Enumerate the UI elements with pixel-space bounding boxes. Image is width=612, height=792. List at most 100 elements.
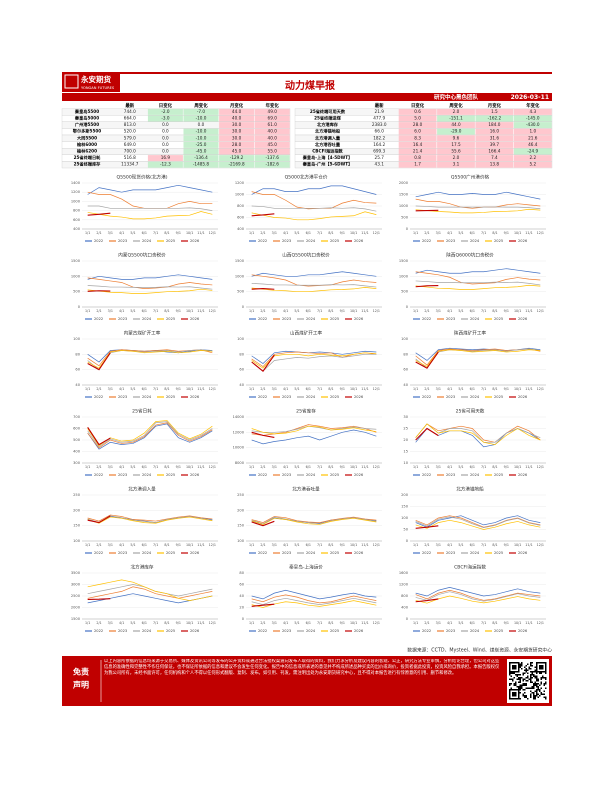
legend-label: 2022 [258, 317, 267, 321]
cell-value: 21.9 [375, 109, 385, 114]
x-tick-label: 1/1 [249, 309, 254, 313]
legend-label: 2024 [306, 473, 316, 477]
y-tick-label: 600 [237, 216, 245, 220]
cell-bg [219, 122, 255, 129]
cell-value: -24.9 [527, 149, 538, 154]
x-tick-label: 4/1 [447, 543, 452, 547]
qr-cell [518, 663, 520, 665]
x-tick-label: 8/1 [164, 543, 169, 547]
x-tick-label: 3/1 [108, 465, 113, 469]
y-tick-label: 25 [403, 427, 408, 431]
cell-value: 5.2 [529, 162, 536, 167]
cell-value: 700.0 [124, 149, 136, 154]
y-tick-label: 200 [237, 508, 245, 512]
qr-cell [512, 671, 514, 673]
x-tick-label: 6/1 [306, 231, 311, 235]
qr-cell [509, 683, 511, 685]
qr-cell [531, 665, 533, 667]
qr-cell [516, 662, 518, 664]
qr-cell [527, 669, 529, 671]
cell-bg [513, 122, 552, 129]
x-tick-label: 4/1 [447, 387, 452, 391]
chart: 北方港库存 1500 2000 2500 3000 3500 1/1 2/1 3/1 4/1 5/1… [71, 564, 218, 633]
legend-label: 2026 [190, 551, 200, 555]
cell-value: 0.6 [414, 109, 421, 114]
y-tick-label: 1600 [399, 571, 409, 575]
x-tick-label: 11/1 [197, 231, 204, 235]
y-tick-label: 150 [73, 524, 81, 528]
qr-cell [528, 678, 530, 680]
x-tick-label: 6/1 [142, 621, 147, 625]
cell-bg [398, 115, 437, 122]
cell-value: 13.8 [490, 162, 500, 167]
cell-value: 477.9 [373, 116, 385, 121]
x-tick-label: 5/1 [458, 543, 463, 547]
x-tick-label: 10/1 [514, 621, 521, 625]
x-tick-label: 2/1 [96, 309, 101, 313]
x-tick-label: 6/1 [470, 465, 475, 469]
y-tick-label: 600 [73, 218, 81, 222]
x-tick-label: 7/1 [317, 465, 322, 469]
qr-cell [513, 662, 515, 664]
x-tick-label: 5/1 [130, 387, 135, 391]
qr-cell [518, 693, 520, 695]
x-tick-label: 5/1 [130, 309, 135, 313]
y-tick-label: 800 [237, 204, 245, 208]
legend-label: 2025 [494, 317, 503, 321]
y-tick-label: 200 [73, 508, 81, 512]
legend-label: 2025 [166, 551, 175, 555]
chart: Q5000北方港平仓价 400 600 800 1000 1200 1/1 2/1 3/1 4/1… [235, 174, 382, 243]
x-tick-label: 6/1 [142, 309, 147, 313]
qr-cell [534, 695, 536, 697]
x-tick-label: 8/1 [492, 465, 497, 469]
legend-label: 2022 [94, 317, 103, 321]
cell-value: -1485.8 [193, 162, 209, 167]
legend-label: 2024 [306, 395, 316, 399]
cell-bg [254, 122, 290, 129]
cell-value: 49.0 [268, 109, 278, 114]
x-tick-label: 12/1 [209, 231, 216, 235]
x-tick-label: 2/1 [260, 231, 265, 235]
x-tick-label: 7/1 [317, 309, 322, 313]
x-tick-label: 6/1 [306, 543, 311, 547]
series-line [251, 425, 377, 433]
row-name: 榆林6000 [77, 141, 97, 148]
legend-label: 2025 [330, 317, 339, 321]
series-line [415, 423, 541, 443]
series-line [251, 516, 377, 523]
series-line [87, 212, 111, 216]
qr-cell [518, 662, 520, 664]
qr-cell [525, 668, 527, 670]
cell-value: 184.0 [488, 122, 500, 127]
cell-value: 21.6 [528, 135, 538, 140]
x-tick-label: 2/1 [260, 309, 265, 313]
qr-cell [525, 695, 527, 697]
x-tick-label: 7/1 [481, 231, 486, 235]
qr-cell [521, 684, 523, 686]
qr-cell [540, 693, 542, 695]
legend-label: 2023 [118, 239, 127, 243]
x-tick-label: 11/1 [361, 465, 368, 469]
legend-label: 2024 [142, 629, 152, 633]
series-line [415, 591, 541, 602]
qr-cell [525, 671, 527, 673]
x-tick-label: 10/1 [514, 231, 521, 235]
cell-bg [437, 115, 475, 122]
legend-label: 2025 [494, 473, 503, 477]
legend-label: 2026 [354, 395, 364, 399]
qr-cell [533, 698, 535, 700]
y-tick-label: 150 [237, 524, 245, 528]
qr-cell [518, 671, 520, 673]
qr-cell [516, 678, 518, 680]
x-tick-label: 2/1 [260, 621, 265, 625]
cell-value: 0.0 [162, 135, 169, 140]
series-line [251, 354, 275, 372]
series-line [251, 597, 377, 605]
cell-value: 17.5 [451, 142, 461, 147]
y-tick-label: 12000 [233, 430, 245, 434]
cell-value: 2.0 [453, 155, 460, 160]
x-tick-label: 5/1 [130, 231, 135, 235]
qr-cell [531, 677, 533, 679]
